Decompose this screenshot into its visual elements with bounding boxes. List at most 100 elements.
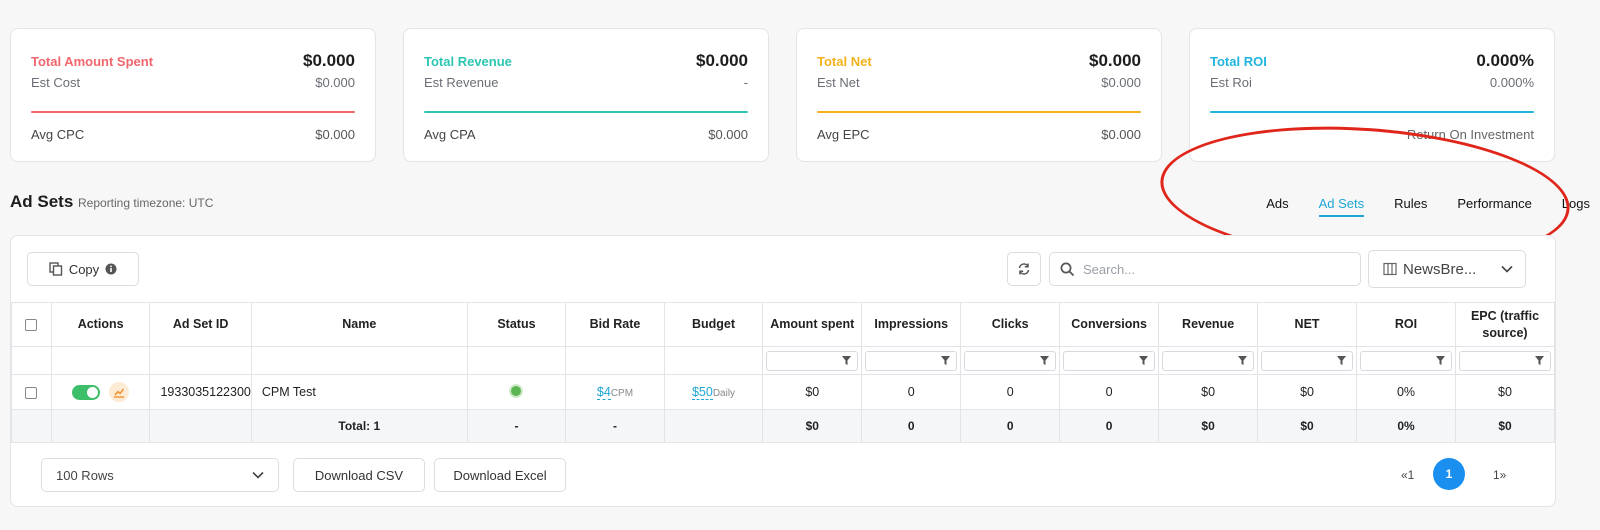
card-title: Total Net	[817, 54, 872, 69]
header-clicks[interactable]: Clicks	[960, 302, 1061, 347]
card-est-label: Est Cost	[31, 75, 81, 90]
card-avg-value: $0.000	[708, 127, 748, 142]
tab-performance[interactable]: Performance	[1457, 196, 1532, 211]
amount-spent-cell: $0	[762, 374, 863, 410]
tab-ad-sets[interactable]: Ad Sets	[1318, 196, 1365, 217]
total-clicks: 0	[960, 409, 1061, 443]
search-box	[1049, 252, 1361, 286]
card-total-spent: Total Amount Spent $0.000 Est Cost $0.00…	[10, 28, 376, 162]
section-title: Ad Sets	[10, 192, 74, 211]
view-tabs: Ads Ad Sets Rules Performance Logs	[1236, 196, 1590, 217]
header-impressions[interactable]: Impressions	[861, 302, 962, 347]
card-est-value: $0.000	[315, 75, 355, 90]
ad-sets-table: Actions Ad Set ID Name Status Bid Rate B…	[11, 302, 1555, 443]
filter-epc[interactable]	[1458, 350, 1551, 371]
revenue-cell: $0	[1158, 374, 1259, 410]
download-csv-button[interactable]: Download CSV	[293, 458, 425, 492]
header-net[interactable]: NET	[1257, 302, 1358, 347]
tab-rules[interactable]: Rules	[1394, 196, 1428, 211]
columns-preset-select[interactable]: NewsBre...	[1368, 250, 1526, 288]
filter-icon	[941, 356, 951, 365]
impressions-cell: 0	[861, 374, 962, 410]
filter-revenue[interactable]	[1162, 350, 1255, 371]
filter-amount-spent[interactable]	[766, 350, 859, 371]
filter-conversions[interactable]	[1063, 350, 1156, 371]
card-est-label: Est Net	[817, 75, 860, 90]
rows-per-page-label: 100 Rows	[56, 467, 114, 483]
header-name[interactable]: Name	[250, 302, 468, 347]
active-toggle[interactable]	[71, 384, 100, 400]
card-est-label: Est Revenue	[424, 75, 499, 90]
table-header-row: Actions Ad Set ID Name Status Bid Rate B…	[11, 302, 1555, 347]
total-roi: 0%	[1356, 409, 1456, 443]
table-row: 1933035122300 CPM Test $4CPM $50Daily $0…	[11, 374, 1555, 410]
budget-link[interactable]: $50	[691, 385, 713, 400]
bid-rate-link[interactable]: $4	[596, 385, 611, 400]
row-checkbox[interactable]	[25, 386, 38, 399]
card-value: $0.000	[303, 51, 355, 70]
total-row: Total: 1 - - $0 0 0 0 $0 $0 0% $0	[11, 409, 1555, 443]
filter-row	[11, 346, 1555, 375]
card-value: $0.000	[696, 51, 748, 70]
card-avg-value: $0.000	[1101, 127, 1141, 142]
total-label: Total: 1	[250, 409, 468, 443]
rows-per-page-select[interactable]: 100 Rows	[41, 458, 279, 492]
card-total-roi: Total ROI 0.000% Est Roi 0.000% Return O…	[1189, 28, 1555, 162]
filter-net[interactable]	[1261, 350, 1354, 371]
header-revenue[interactable]: Revenue	[1158, 302, 1259, 347]
filter-icon	[842, 356, 852, 365]
roi-cell: 0%	[1356, 374, 1456, 410]
card-divider	[817, 111, 1141, 113]
total-bid: -	[565, 409, 665, 443]
refresh-icon	[1018, 263, 1030, 275]
columns-preset-label: NewsBre...	[1403, 260, 1477, 278]
columns-icon	[1383, 262, 1397, 276]
total-conversions: 0	[1059, 409, 1160, 443]
epc-cell: $0	[1454, 374, 1555, 410]
filter-icon	[1040, 356, 1050, 365]
filter-icon	[1139, 356, 1149, 365]
refresh-button[interactable]	[1007, 252, 1041, 286]
filter-clicks[interactable]	[964, 350, 1057, 371]
header-amount-spent[interactable]: Amount spent	[762, 302, 863, 347]
header-roi[interactable]: ROI	[1356, 302, 1456, 347]
card-divider	[31, 111, 355, 113]
card-avg-label: Avg CPC	[31, 127, 85, 142]
header-actions[interactable]: Actions	[50, 302, 151, 347]
header-ad-set-id[interactable]: Ad Set ID	[149, 302, 252, 347]
pagination-next[interactable]: 1»	[1493, 468, 1507, 482]
header-status[interactable]: Status	[466, 302, 567, 347]
header-conversions[interactable]: Conversions	[1059, 302, 1160, 347]
card-title: Total Revenue	[424, 54, 512, 69]
pagination-page-current[interactable]: 1	[1433, 458, 1465, 490]
total-impressions: 0	[861, 409, 962, 443]
clicks-cell: 0	[960, 374, 1061, 410]
total-amount: $0	[762, 409, 863, 443]
tab-logs[interactable]: Logs	[1561, 196, 1590, 211]
copy-label: Copy	[68, 261, 100, 277]
total-revenue: $0	[1158, 409, 1259, 443]
pagination-prev[interactable]: «1	[1401, 468, 1415, 482]
total-net: $0	[1257, 409, 1358, 443]
search-input[interactable]	[1083, 261, 1333, 277]
stats-chart-icon[interactable]	[109, 382, 130, 402]
ad-set-id-cell: 1933035122300	[149, 374, 252, 410]
bid-unit: CPM	[610, 388, 634, 399]
copy-icon	[49, 262, 63, 276]
filter-roi[interactable]	[1360, 350, 1452, 371]
filter-impressions[interactable]	[865, 350, 958, 371]
download-excel-button[interactable]: Download Excel	[434, 458, 566, 492]
total-status: -	[466, 409, 567, 443]
select-all-checkbox[interactable]	[25, 318, 38, 331]
chevron-down-icon	[1501, 265, 1513, 273]
select-all-cell	[11, 302, 52, 347]
copy-button[interactable]: Copy	[27, 252, 139, 286]
card-divider	[1210, 111, 1534, 113]
header-epc[interactable]: EPC (traffic source)	[1454, 302, 1555, 347]
card-avg-label: Avg CPA	[424, 127, 476, 142]
header-bid-rate[interactable]: Bid Rate	[565, 302, 665, 347]
tab-ads[interactable]: Ads	[1266, 196, 1289, 211]
net-cell: $0	[1257, 374, 1358, 410]
conversions-cell: 0	[1059, 374, 1160, 410]
header-budget[interactable]: Budget	[663, 302, 764, 347]
